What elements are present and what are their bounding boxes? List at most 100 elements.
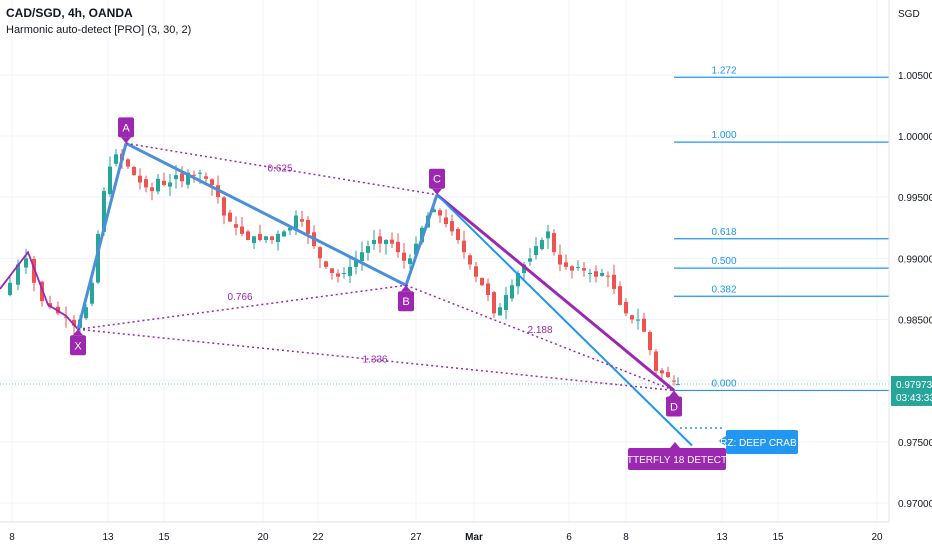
candle-body xyxy=(342,273,346,275)
candle-body xyxy=(270,236,274,240)
candle-body xyxy=(156,178,160,192)
candle-body xyxy=(534,246,538,256)
date-tick-label: 6 xyxy=(566,532,572,543)
candle-body xyxy=(384,239,388,245)
fib-level-label: 0.382 xyxy=(711,284,736,295)
candle-body xyxy=(378,236,382,244)
candle-body xyxy=(330,268,334,274)
pattern-point-marker: X xyxy=(70,329,86,356)
candle-body xyxy=(264,236,268,241)
candle-body xyxy=(282,231,286,237)
marker-tip xyxy=(73,329,83,336)
candle-body xyxy=(636,319,640,321)
candle-body xyxy=(624,301,628,314)
candle-body xyxy=(138,175,142,183)
date-tick-label: 13 xyxy=(716,532,728,543)
marker-label: C xyxy=(433,174,441,186)
date-tick-label: 15 xyxy=(158,532,170,543)
candle-body xyxy=(564,262,568,267)
candle-body xyxy=(90,282,94,304)
candle-body xyxy=(642,318,646,332)
candle-body xyxy=(108,166,112,195)
date-tick-label: 13 xyxy=(102,532,114,543)
pattern-point-marker: C xyxy=(429,168,445,195)
candle-body xyxy=(318,247,322,259)
candle-body xyxy=(528,258,532,262)
marker-tip xyxy=(401,285,411,292)
date-tick-label: 27 xyxy=(410,532,422,543)
axes: SGD 1.00500 1.00000 0.99500 0.99000 0.98500 0.… xyxy=(0,0,932,543)
fib-level-label: 0.000 xyxy=(711,378,736,389)
price-tick-label: 0.99000 xyxy=(898,254,932,265)
candle-body xyxy=(294,215,298,231)
candle-body xyxy=(150,187,154,192)
candle-body xyxy=(8,282,12,296)
candle-body xyxy=(618,286,622,305)
candle-body xyxy=(408,258,412,265)
candle-body xyxy=(570,266,574,271)
marker-label: D xyxy=(670,401,678,413)
candle-body xyxy=(414,243,418,255)
candle-body xyxy=(168,182,172,187)
pattern-point-marker: A xyxy=(118,117,134,144)
candle-body xyxy=(246,231,250,240)
candle-body xyxy=(348,266,352,276)
candle-body xyxy=(192,174,196,176)
candle-body xyxy=(16,264,20,285)
pattern-leg-CD xyxy=(436,193,675,392)
ratio-label: 2.188 xyxy=(527,325,552,336)
candle-body xyxy=(390,239,394,244)
candle-body xyxy=(444,217,448,225)
candle-body xyxy=(84,307,88,319)
candle-body xyxy=(64,316,68,318)
detected-label: BUTTERFLY 18 DETECTED xyxy=(613,455,741,466)
indicator-title[interactable]: Harmonic auto-detect [PRO] (3, 30, 2) xyxy=(6,24,192,36)
candle-body xyxy=(114,154,118,164)
candle-body xyxy=(486,283,490,296)
candle-body xyxy=(522,264,526,274)
candle-body xyxy=(288,227,292,231)
candle-body xyxy=(606,275,610,277)
candle-body xyxy=(456,228,460,240)
ratio-line-XB xyxy=(77,284,407,331)
candle-body xyxy=(174,175,178,180)
candle-body xyxy=(450,221,454,232)
candle-body xyxy=(366,246,370,253)
candle-body xyxy=(660,370,664,374)
candle-body xyxy=(654,351,658,371)
candle-body xyxy=(144,179,148,188)
candle-body xyxy=(258,233,262,240)
candle-body xyxy=(186,172,190,185)
fib-level-label: 1.272 xyxy=(711,65,736,76)
candle-body xyxy=(372,239,376,244)
candle-body xyxy=(204,176,208,179)
marker-tip xyxy=(669,390,679,397)
candle-body xyxy=(354,260,358,267)
candle-body xyxy=(72,319,76,326)
marker-box xyxy=(666,396,682,417)
candle-body xyxy=(462,240,466,253)
date-tick-label: Mar xyxy=(465,532,483,543)
marker-box xyxy=(118,117,134,138)
candle-body xyxy=(498,307,502,316)
candle-body xyxy=(228,212,232,222)
pattern-leg-XA xyxy=(76,142,128,330)
candle-body xyxy=(252,236,256,244)
candle-body xyxy=(102,191,106,232)
candle-body xyxy=(306,219,310,234)
candles xyxy=(0,149,889,386)
date-tick-label: 8 xyxy=(9,532,15,543)
candle-body xyxy=(432,209,436,213)
candle-body xyxy=(510,285,514,299)
candle-body xyxy=(504,295,508,311)
candle-body xyxy=(402,252,406,261)
symbol-title[interactable]: CAD/SGD, 4h, OANDA xyxy=(6,6,133,20)
price-axis-currency: SGD xyxy=(898,9,920,20)
candle-body xyxy=(300,219,304,222)
price-tick-label: 0.97000 xyxy=(898,499,932,510)
candle-body xyxy=(594,271,598,277)
candle-body xyxy=(96,233,100,283)
